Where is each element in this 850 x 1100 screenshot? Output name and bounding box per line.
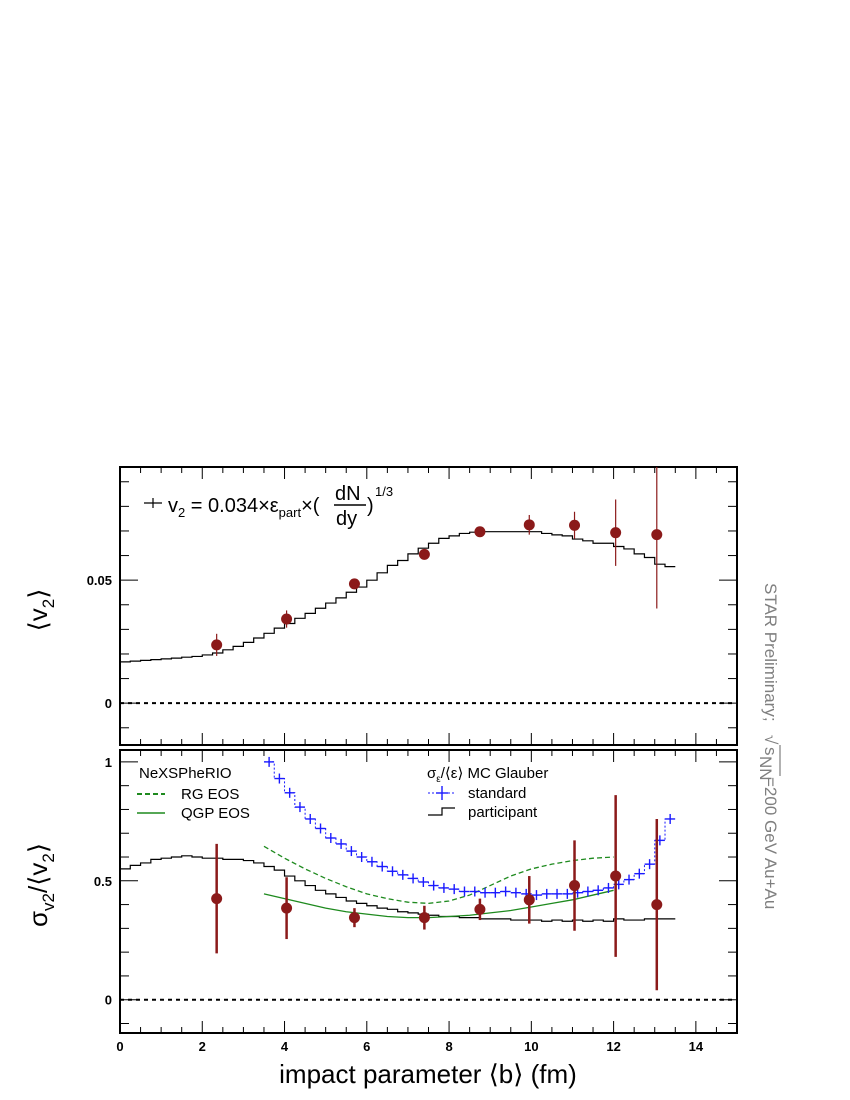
data-point (523, 894, 535, 906)
top-y-axis-title: ⟨v2⟩ (23, 589, 58, 632)
data-point (610, 870, 622, 882)
legend-right-title-rest: /⟨ε⟩ MC Glauber (441, 765, 549, 782)
watermark-sqrt-glyph: √ (761, 735, 780, 745)
bottom-ylabel-sub2: 2 (39, 853, 58, 862)
data-point (474, 903, 486, 915)
watermark-text: STAR Preliminary; (761, 583, 780, 722)
legend-qgp-eos-label: QGP EOS (181, 805, 250, 822)
data-point (348, 912, 360, 924)
x-tick-label: 12 (606, 1039, 620, 1054)
x-tick-label: 0 (116, 1039, 123, 1054)
data-point (474, 526, 486, 538)
curve-line (263, 845, 614, 905)
legend-participant-marker (428, 807, 455, 816)
data-point (569, 519, 581, 531)
formula-times: ×( (301, 495, 320, 517)
y-tick-label: 0 (105, 993, 112, 1008)
top-ylabel-close: ⟩ (23, 589, 53, 599)
data-point (651, 899, 663, 911)
y-tick-label: 1 (105, 755, 112, 770)
data-point (211, 893, 223, 905)
formula-frac-num: dN (335, 483, 361, 505)
bottom-ylabel-close: ⟩ (23, 843, 53, 853)
top-ylabel-main: ⟨v (23, 608, 53, 631)
curve-line (263, 889, 614, 919)
bottom-ylabel-sub: v2 (39, 893, 58, 911)
x-tick-label: 10 (524, 1039, 538, 1054)
legend-left-title: NeXSPheRIO (139, 765, 232, 782)
x-tick-label: 4 (281, 1039, 289, 1054)
top-series (120, 467, 676, 663)
formula-v: v (168, 495, 178, 517)
top-ylabel-sub: 2 (39, 599, 58, 608)
formula-v-sub: 2 (178, 505, 185, 520)
top-legend-formula: v2 = 0.034×εpart×( (168, 495, 320, 520)
watermark-suffix: =200 GeV Au+Au (761, 777, 780, 909)
series-data (211, 795, 663, 991)
star-preliminary-watermark: STAR Preliminary; √ s NN =200 GeV Au+Au (756, 583, 781, 909)
x-tick-label: 8 (445, 1039, 452, 1054)
formula-frac-den: dy (336, 508, 357, 530)
x-tick-label: 6 (363, 1039, 370, 1054)
series-qgp-eos (263, 889, 614, 919)
data-point (418, 912, 430, 924)
step-line (120, 531, 676, 663)
data-point (281, 902, 293, 914)
legend-participant-label: participant (468, 804, 538, 821)
formula-eps-sub: part (279, 505, 302, 520)
bottom-legend-left: NeXSPheRIO RG EOS QGP EOS (137, 765, 250, 822)
top-x-ticks (119, 467, 738, 745)
data-point (651, 529, 663, 541)
bottom-panel: 0 0.5 1 0 2 4 6 8 10 12 14 NeXSPheRIO RG EOS QGP … (23, 749, 738, 1089)
x-tick-label: 2 (199, 1039, 206, 1054)
data-point (569, 880, 581, 892)
formula-close: ) (367, 495, 374, 517)
series-v2-0-034-part-dn-dy-1-3 (120, 531, 676, 663)
legend-right-title: σε/⟨ε⟩ MC Glauber (427, 765, 548, 785)
y-tick-label: 0.05 (87, 573, 112, 588)
formula-mid: = 0.034×ε (185, 495, 279, 517)
bottom-ylabel-rest: /⟨v (23, 863, 53, 893)
bottom-ylabel-main: σ (23, 911, 53, 927)
legend-right-sigma-sub: ε (436, 774, 441, 785)
data-point (610, 527, 622, 539)
watermark-prefix: STAR Preliminary; (761, 583, 780, 722)
formula-exp: 1/3 (375, 484, 393, 499)
bottom-legend-right: σε/⟨ε⟩ MC Glauber standard participant (427, 765, 548, 821)
legend-standard-label: standard (468, 785, 526, 802)
data-point (348, 578, 360, 590)
top-panel: 00.05 v2 = 0.034×εpart×( dN dy ) 1/3 ⟨v2… (23, 466, 738, 746)
watermark-s-sub: NN (756, 756, 775, 781)
series-data (211, 467, 663, 656)
series-rg-eos (263, 845, 614, 905)
step-line (120, 855, 676, 922)
top-legend: v2 = 0.034×εpart×( dN dy ) 1/3 (144, 483, 393, 530)
x-axis-title: impact parameter ⟨b⟩ (fm) (279, 1059, 577, 1089)
data-point (418, 548, 430, 560)
series-participant (120, 855, 676, 922)
x-tick-label: 14 (689, 1039, 704, 1054)
data-point (211, 639, 223, 651)
legend-rg-eos-label: RG EOS (181, 786, 239, 803)
bottom-y-axis-title: σv2/⟨v2⟩ (23, 843, 58, 927)
legend-right-sigma: σ (427, 765, 437, 782)
y-tick-label: 0 (105, 696, 112, 711)
y-tick-label: 0.5 (94, 874, 112, 889)
series-standard (263, 756, 676, 901)
bottom-x-ticks: 0 2 4 6 8 10 12 14 (116, 750, 738, 1054)
watermark-s: s (761, 747, 780, 756)
data-point (281, 613, 293, 625)
bottom-series (120, 756, 676, 991)
data-point (523, 519, 535, 531)
